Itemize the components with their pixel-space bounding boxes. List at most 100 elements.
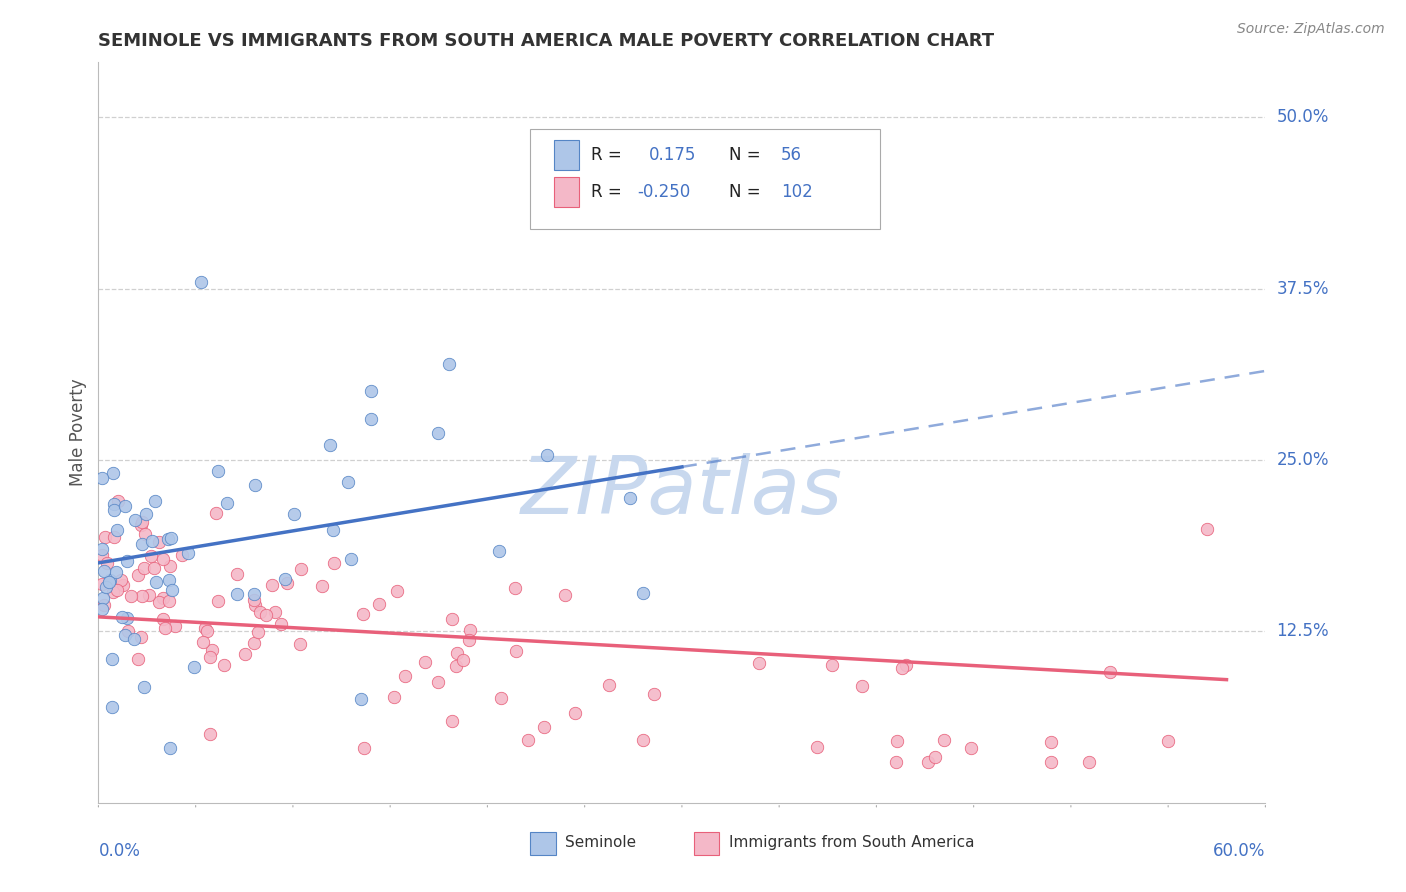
Point bbox=[934, 733, 956, 747]
Point bbox=[191, 635, 214, 649]
Point bbox=[103, 530, 125, 544]
Point bbox=[360, 412, 382, 426]
Point bbox=[204, 506, 226, 520]
Point bbox=[124, 513, 146, 527]
Point bbox=[195, 624, 218, 638]
Point bbox=[352, 607, 374, 622]
Point bbox=[93, 564, 115, 578]
Point bbox=[114, 500, 136, 514]
Point bbox=[129, 518, 152, 533]
Point bbox=[924, 749, 946, 764]
Point bbox=[458, 633, 481, 648]
Point bbox=[114, 628, 136, 642]
Point bbox=[132, 561, 155, 575]
Point bbox=[274, 572, 297, 586]
Point bbox=[283, 507, 305, 521]
Point bbox=[134, 527, 156, 541]
Point bbox=[489, 690, 512, 705]
Point bbox=[198, 650, 221, 665]
Text: Source: ZipAtlas.com: Source: ZipAtlas.com bbox=[1237, 22, 1385, 37]
Point bbox=[172, 549, 194, 563]
Point bbox=[177, 546, 200, 560]
Point bbox=[1195, 522, 1218, 536]
Point bbox=[821, 658, 844, 673]
Point bbox=[111, 609, 134, 624]
Point bbox=[960, 741, 983, 756]
Point bbox=[270, 617, 292, 632]
Point bbox=[127, 652, 149, 666]
Text: 50.0%: 50.0% bbox=[1277, 108, 1329, 127]
Point bbox=[243, 478, 266, 492]
Text: ZIPatlas: ZIPatlas bbox=[520, 453, 844, 531]
Text: Seminole: Seminole bbox=[565, 835, 637, 850]
Point bbox=[441, 611, 464, 625]
Point bbox=[488, 544, 510, 558]
Point bbox=[337, 475, 360, 490]
Point bbox=[201, 643, 224, 657]
Point bbox=[350, 692, 373, 706]
Point bbox=[183, 659, 205, 673]
Point bbox=[155, 621, 177, 635]
Point bbox=[157, 594, 180, 608]
Point bbox=[446, 646, 468, 660]
Point bbox=[139, 549, 162, 564]
Point bbox=[226, 587, 249, 601]
Point bbox=[917, 755, 939, 769]
FancyBboxPatch shape bbox=[554, 178, 579, 207]
Point bbox=[426, 425, 449, 440]
Point bbox=[426, 674, 449, 689]
Point bbox=[263, 605, 285, 619]
Point bbox=[533, 720, 555, 734]
Point bbox=[598, 678, 620, 692]
Point bbox=[215, 496, 238, 510]
Text: R =: R = bbox=[591, 146, 621, 164]
Point bbox=[117, 624, 139, 638]
Point bbox=[564, 706, 586, 720]
Point bbox=[890, 661, 912, 675]
Point bbox=[233, 647, 256, 661]
Point bbox=[103, 503, 125, 517]
Point bbox=[360, 384, 382, 399]
Point bbox=[368, 597, 391, 611]
Point bbox=[437, 357, 460, 371]
Point bbox=[1157, 734, 1180, 748]
Point bbox=[288, 637, 311, 651]
Text: SEMINOLE VS IMMIGRANTS FROM SOUTH AMERICA MALE POVERTY CORRELATION CHART: SEMINOLE VS IMMIGRANTS FROM SOUTH AMERIC… bbox=[98, 32, 994, 50]
Text: 0.0%: 0.0% bbox=[98, 842, 141, 860]
Point bbox=[536, 448, 558, 462]
Point bbox=[111, 578, 134, 592]
Text: R =: R = bbox=[591, 183, 621, 201]
Text: N =: N = bbox=[728, 183, 761, 201]
Point bbox=[207, 593, 229, 607]
Text: -0.250: -0.250 bbox=[637, 183, 690, 201]
Point bbox=[505, 644, 527, 658]
Point bbox=[115, 611, 138, 625]
Point bbox=[207, 464, 229, 478]
Point bbox=[160, 532, 183, 546]
Point bbox=[451, 653, 474, 667]
Point bbox=[97, 574, 120, 589]
Point bbox=[91, 471, 114, 485]
Point bbox=[101, 585, 124, 599]
Point bbox=[152, 591, 174, 605]
Text: 60.0%: 60.0% bbox=[1213, 842, 1265, 860]
Point bbox=[148, 595, 170, 609]
Point bbox=[554, 589, 576, 603]
Text: 12.5%: 12.5% bbox=[1277, 623, 1329, 640]
Point bbox=[190, 275, 212, 289]
Point bbox=[131, 537, 153, 551]
Point bbox=[249, 605, 271, 619]
Point bbox=[105, 583, 128, 598]
Text: N =: N = bbox=[728, 146, 761, 164]
FancyBboxPatch shape bbox=[693, 832, 720, 855]
FancyBboxPatch shape bbox=[530, 129, 880, 229]
Point bbox=[247, 625, 270, 640]
Point bbox=[896, 657, 918, 672]
Point bbox=[159, 573, 181, 587]
Point bbox=[100, 652, 122, 666]
Point bbox=[91, 548, 114, 562]
Point bbox=[131, 515, 153, 529]
Point bbox=[91, 542, 114, 557]
Point bbox=[643, 687, 665, 701]
Point bbox=[387, 583, 409, 598]
